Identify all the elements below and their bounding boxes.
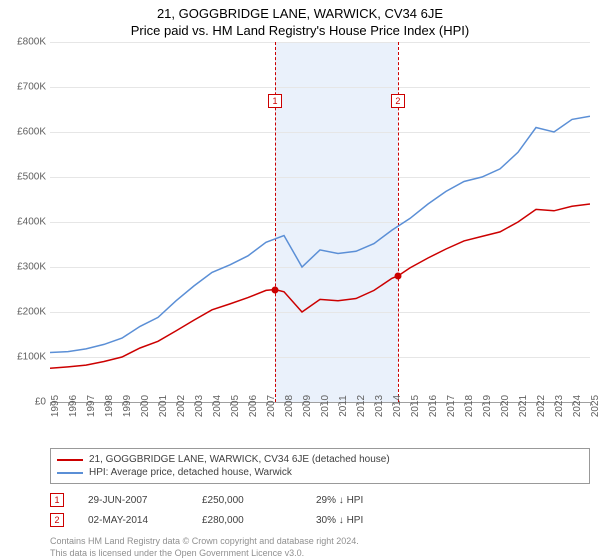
y-tick-label: £300K [17,262,50,273]
x-axis: 1995199619971998199920002001200220032004… [50,402,590,442]
y-tick-label: £400K [17,217,50,228]
series-line-property [50,204,590,368]
sale-dot [394,273,401,280]
x-tick-label: 2000 [140,395,151,417]
x-tick-label: 2024 [572,395,583,417]
x-tick-label: 2001 [158,395,169,417]
x-tick-label: 1999 [122,395,133,417]
x-tick-label: 2022 [536,395,547,417]
y-tick-label: £500K [17,172,50,183]
y-tick-label: £700K [17,82,50,93]
x-tick-label: 2016 [428,395,439,417]
legend-label: HPI: Average price, detached house, Warw… [89,467,292,478]
sale-marker: 1 [50,493,64,507]
x-tick-label: 1997 [86,395,97,417]
legend-row: HPI: Average price, detached house, Warw… [57,466,583,479]
x-tick-label: 2019 [482,395,493,417]
chart-title: 21, GOGGBRIDGE LANE, WARWICK, CV34 6JE [0,0,600,21]
y-tick-label: £200K [17,307,50,318]
y-tick-label: £600K [17,127,50,138]
chart-plot-area: £0£100K£200K£300K£400K£500K£600K£700K£80… [50,42,590,402]
attribution-footer: Contains HM Land Registry data © Crown c… [50,536,590,559]
sale-flag: 1 [268,94,282,108]
x-tick-label: 2020 [500,395,511,417]
x-tick-label: 2011 [338,395,349,417]
x-tick-label: 2021 [518,395,529,417]
x-tick-label: 2014 [392,395,403,417]
legend-label: 21, GOGGBRIDGE LANE, WARWICK, CV34 6JE (… [89,454,390,465]
sale-price: £250,000 [202,495,292,506]
legend-row: 21, GOGGBRIDGE LANE, WARWICK, CV34 6JE (… [57,453,583,466]
sale-price: £280,000 [202,515,292,526]
x-tick-label: 2002 [176,395,187,417]
sale-marker: 2 [50,513,64,527]
x-tick-label: 1995 [50,395,61,417]
x-tick-label: 2018 [464,395,475,417]
y-tick-label: £0 [35,397,50,408]
x-tick-label: 2015 [410,395,421,417]
x-tick-label: 2008 [284,395,295,417]
x-tick-label: 1998 [104,395,115,417]
x-tick-label: 2017 [446,395,457,417]
sales-table: 1 29-JUN-2007 £250,000 29% ↓ HPI 2 02-MAY-201… [50,490,590,530]
x-tick-label: 2013 [374,395,385,417]
legend-swatch [57,459,83,461]
sale-date: 29-JUN-2007 [88,495,178,506]
y-tick-label: £100K [17,352,50,363]
x-tick-label: 2003 [194,395,205,417]
x-tick-label: 2004 [212,395,223,417]
sale-delta: 30% ↓ HPI [316,515,406,526]
y-tick-label: £800K [17,37,50,48]
x-tick-label: 2007 [266,395,277,417]
sale-delta: 29% ↓ HPI [316,495,406,506]
x-tick-label: 1996 [68,395,79,417]
sale-row: 1 29-JUN-2007 £250,000 29% ↓ HPI [50,490,590,510]
sale-row: 2 02-MAY-2014 £280,000 30% ↓ HPI [50,510,590,530]
series-svg [50,42,590,402]
sale-flag: 2 [391,94,405,108]
x-tick-label: 2023 [554,395,565,417]
legend-swatch [57,472,83,474]
legend: 21, GOGGBRIDGE LANE, WARWICK, CV34 6JE (… [50,448,590,484]
sale-date: 02-MAY-2014 [88,515,178,526]
x-tick-label: 2009 [302,395,313,417]
x-tick-label: 2010 [320,395,331,417]
chart-subtitle: Price paid vs. HM Land Registry's House … [0,21,600,42]
sale-dot [272,286,279,293]
series-line-hpi [50,116,590,352]
footer-line: Contains HM Land Registry data © Crown c… [50,536,590,548]
x-tick-label: 2006 [248,395,259,417]
x-tick-label: 2012 [356,395,367,417]
x-tick-label: 2025 [590,395,600,417]
x-tick-label: 2005 [230,395,241,417]
footer-line: This data is licensed under the Open Gov… [50,548,590,560]
